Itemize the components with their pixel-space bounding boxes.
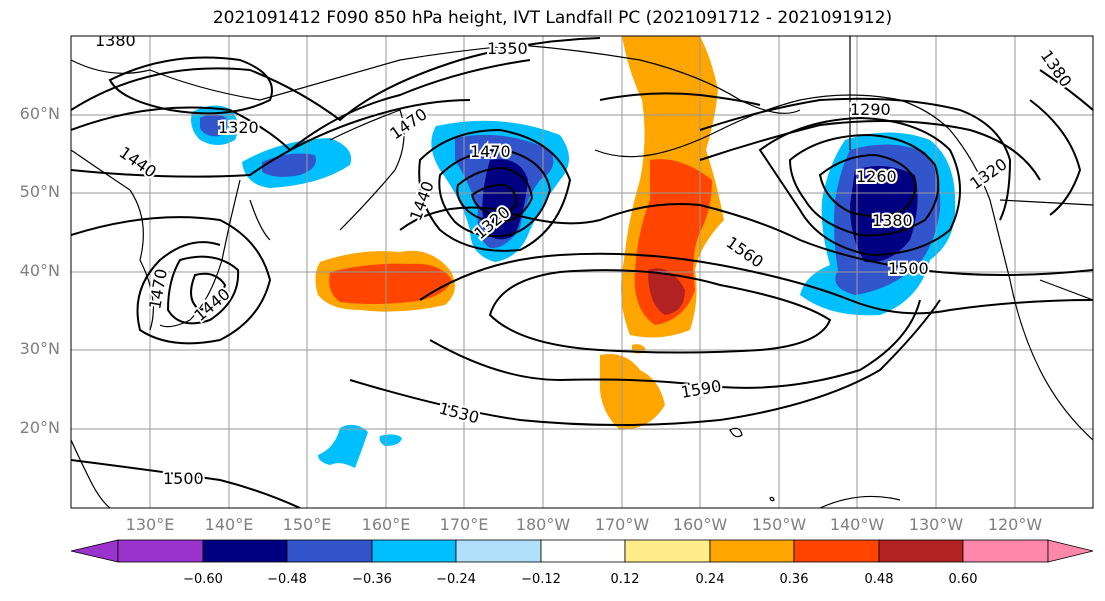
colorbar-tick-label: −0.12 <box>521 572 561 587</box>
colorbar-segment <box>117 539 204 563</box>
contour-label: 1350 <box>487 39 528 58</box>
colorbar-segment <box>962 539 1049 563</box>
colorbar-segment <box>455 539 542 563</box>
colorbar-segment <box>624 539 711 563</box>
contour-label: 1290 <box>850 100 891 119</box>
colorbar-tick-label: 0.24 <box>695 572 725 587</box>
lon-label: 140°W <box>829 515 885 534</box>
map-title: 2021091412 F090 850 hPa height, IVT Land… <box>212 8 893 28</box>
colorbar-segment <box>202 539 288 563</box>
lon-label: 130°E <box>125 515 175 534</box>
ivt-negative-region <box>379 434 402 446</box>
colorbar-segment <box>709 539 795 563</box>
colorbar <box>70 539 1094 563</box>
lat-label: 60°N <box>19 104 60 123</box>
contour-label: 1470 <box>470 142 511 161</box>
lon-label: 150°E <box>282 515 332 534</box>
contour-label: 1320 <box>218 118 259 137</box>
contour-label: 1500 <box>888 259 929 278</box>
ivt-positive-region <box>599 354 665 430</box>
lon-label: 170°E <box>439 515 489 534</box>
contour-label: 1380 <box>872 211 913 230</box>
ivt-positive-region <box>329 263 452 304</box>
lon-label: 180°W <box>515 515 571 534</box>
lon-label: 130°W <box>908 515 964 534</box>
colorbar-segment <box>793 539 880 563</box>
colorbar-segment <box>286 539 373 563</box>
ivt-negative-region <box>482 159 528 240</box>
coastlines <box>71 36 1093 508</box>
colorbar-tick-label: −0.24 <box>436 572 476 587</box>
contour-label: 1260 <box>856 167 897 186</box>
colorbar-extend-low <box>70 539 119 563</box>
lon-label: 170°W <box>594 515 650 534</box>
lon-label: 120°W <box>987 515 1043 534</box>
colorbar-tick-label: 0.48 <box>864 572 894 587</box>
colorbar-segment <box>371 539 457 563</box>
colorbar-tick-label: −0.48 <box>267 572 307 587</box>
colorbar-tick-label: −0.60 <box>183 572 223 587</box>
colorbar-extend-high <box>1047 539 1094 563</box>
ivt-negative-region <box>200 114 228 137</box>
graticule <box>71 36 1093 508</box>
colorbar-tick-label: 0.36 <box>779 572 809 587</box>
lon-label: 160°E <box>361 515 411 534</box>
lon-label: 140°E <box>204 515 254 534</box>
colorbar-tick-label: 0.60 <box>948 572 978 587</box>
map-frame <box>70 35 1094 509</box>
lon-label: 160°W <box>672 515 728 534</box>
height-contours <box>71 37 1093 508</box>
colorbar-segment <box>878 539 964 563</box>
contour-label: 1500 <box>163 469 204 488</box>
ivt-negative-region <box>318 424 368 468</box>
ivt-negative-region <box>850 166 918 263</box>
colorbar-segment <box>540 539 626 563</box>
colorbar-tick-label: 0.12 <box>610 572 640 587</box>
ivt-positive-region <box>648 268 685 315</box>
lat-label: 20°N <box>19 418 60 437</box>
map-plot-area: 1380 1350 1320 1470 1440 1470 1440 1320 … <box>71 31 1093 508</box>
lon-label: 150°W <box>751 515 807 534</box>
contour-label: 1380 <box>95 31 136 50</box>
lat-label: 50°N <box>19 182 60 201</box>
ivt-shading <box>191 36 956 468</box>
lat-label: 40°N <box>19 261 60 280</box>
colorbar-tick-label: −0.36 <box>352 572 392 587</box>
lat-label: 30°N <box>19 339 60 358</box>
